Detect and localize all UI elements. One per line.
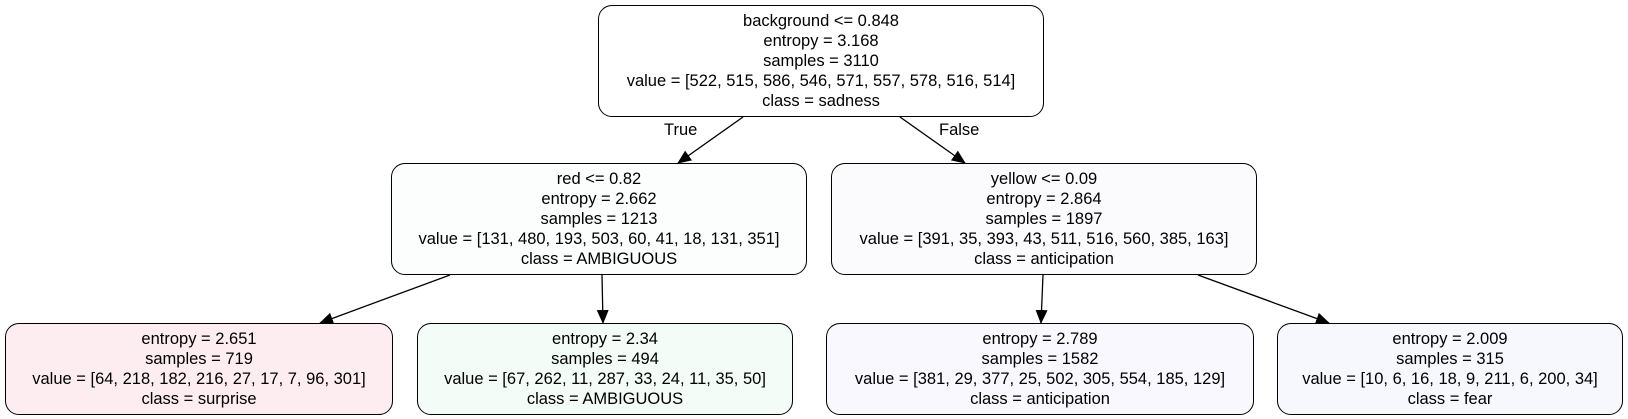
edge-label-false: False: [939, 121, 980, 139]
node-class: class = surprise: [141, 390, 257, 408]
node-entropy: entropy = 2.864: [986, 190, 1102, 208]
node-value: value = [391, 35, 393, 43, 511, 516, 560…: [859, 230, 1229, 248]
node-split-condition: yellow <= 0.09: [990, 170, 1098, 188]
node-class: class = fear: [1407, 390, 1493, 408]
edge-label-true: True: [664, 121, 698, 139]
edge-root-n2: [899, 116, 966, 164]
node-samples: samples = 3110: [763, 52, 879, 70]
edge-root-n1: [677, 116, 744, 164]
node-value: value = [381, 29, 377, 25, 502, 305, 554…: [854, 370, 1226, 388]
node-entropy: entropy = 2.34: [552, 330, 658, 348]
node-samples: samples = 1582: [981, 350, 1099, 368]
node-split-condition: red <= 0.82: [556, 170, 642, 188]
node-class: class = AMBIGUOUS: [520, 250, 678, 268]
node-class: class = AMBIGUOUS: [526, 390, 684, 408]
edge-n1-n3: [319, 274, 451, 325]
node-entropy: entropy = 3.168: [763, 32, 879, 50]
node-value: value = [131, 480, 193, 503, 60, 41, 18,…: [418, 230, 780, 248]
node-samples: samples = 719: [145, 350, 253, 368]
node-class: class = sadness: [762, 92, 880, 110]
tree-leaf-fear: entropy = 2.009 samples = 315 value = [1…: [1277, 323, 1623, 415]
node-value: value = [10, 6, 16, 18, 9, 211, 6, 200, …: [1302, 370, 1598, 388]
node-entropy: entropy = 2.651: [141, 330, 257, 348]
node-entropy: entropy = 2.789: [982, 330, 1098, 348]
node-class: class = anticipation: [970, 390, 1110, 408]
tree-leaf-anticipation: entropy = 2.789 samples = 1582 value = […: [826, 323, 1254, 415]
node-value: value = [67, 262, 11, 287, 33, 24, 11, 3…: [444, 370, 766, 388]
node-samples: samples = 315: [1396, 350, 1504, 368]
edge-n1-n4: [596, 274, 609, 324]
tree-leaf-ambiguous: entropy = 2.34 samples = 494 value = [67…: [417, 323, 793, 415]
tree-node-left: red <= 0.82 entropy = 2.662 samples = 12…: [391, 163, 807, 275]
edge-n2-n6: [1197, 274, 1330, 325]
tree-node-root: background <= 0.848 entropy = 3.168 samp…: [598, 5, 1044, 117]
node-samples: samples = 1213: [540, 210, 658, 228]
node-value: value = [64, 218, 182, 216, 27, 17, 7, 9…: [32, 370, 366, 388]
node-samples: samples = 1897: [985, 210, 1103, 228]
node-class: class = anticipation: [974, 250, 1114, 268]
node-entropy: entropy = 2.009: [1392, 330, 1508, 348]
node-value: value = [522, 515, 586, 546, 571, 557, 5…: [626, 72, 1016, 90]
node-entropy: entropy = 2.662: [541, 190, 657, 208]
tree-node-right: yellow <= 0.09 entropy = 2.864 samples =…: [831, 163, 1257, 275]
tree-leaf-surprise: entropy = 2.651 samples = 719 value = [6…: [5, 323, 393, 415]
node-split-condition: background <= 0.848: [743, 12, 899, 30]
node-samples: samples = 494: [551, 350, 659, 368]
edge-n2-n5: [1035, 274, 1048, 324]
